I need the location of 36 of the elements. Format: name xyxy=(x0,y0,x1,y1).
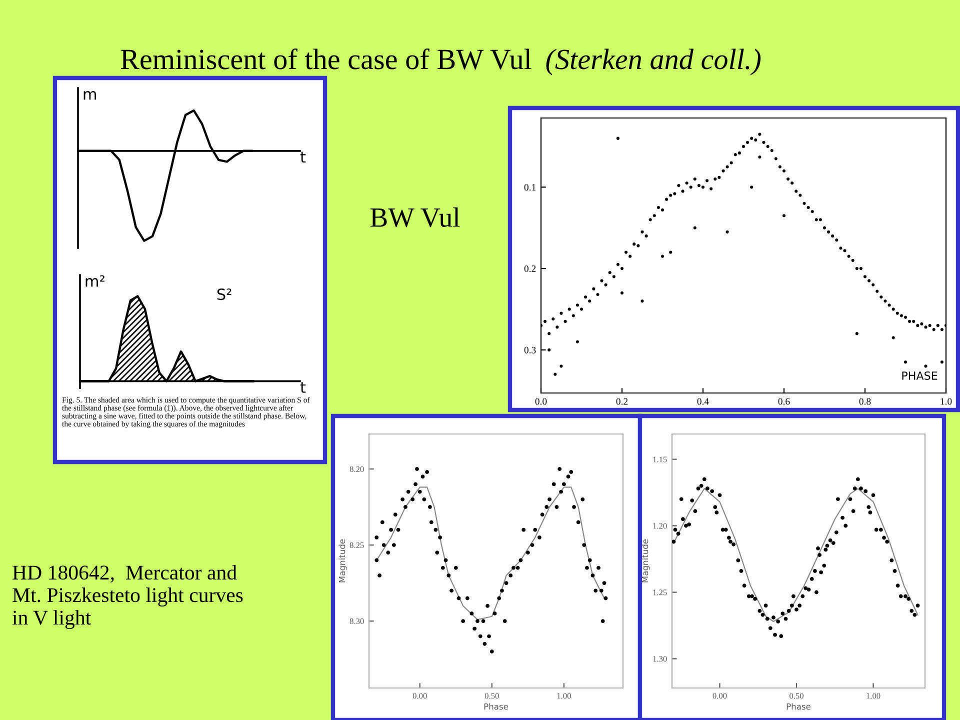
y-tick-label: 0.2 xyxy=(524,265,536,272)
x-axis-title: Phase xyxy=(484,703,508,710)
x-tick-label: 0.6 xyxy=(778,398,790,405)
y-axis-title: Magnitude xyxy=(642,539,650,582)
x-tick-label: 0.0 xyxy=(535,398,547,405)
y-tick-label: 1.20 xyxy=(653,523,667,529)
text: (Sterken and coll.) xyxy=(546,48,761,76)
x-tick-label: 1.00 xyxy=(866,693,880,699)
y-axis-title: Magnitude xyxy=(338,539,347,582)
text: BW Vul xyxy=(370,207,460,228)
x-axis-title: PHASE xyxy=(902,371,938,380)
x-tick-label: 1.0 xyxy=(940,398,952,405)
x-tick-label: 0.4 xyxy=(697,398,709,405)
y-tick-label: 1.15 xyxy=(653,456,667,462)
annotation: S² xyxy=(217,288,232,300)
y-axis-title: m xyxy=(84,91,96,100)
y-tick-label: 1.30 xyxy=(653,656,667,662)
x-tick-label: 0.50 xyxy=(484,693,499,699)
x-tick-label: 0.50 xyxy=(790,693,804,699)
y-axis-title: m² xyxy=(86,275,104,287)
x-tick-label: 0.2 xyxy=(616,398,628,405)
x-axis-title: t xyxy=(300,152,306,163)
y-tick-label: 8.20 xyxy=(350,466,364,472)
y-tick-label: 1.25 xyxy=(653,590,667,596)
y-tick-label: 8.30 xyxy=(350,618,364,624)
y-tick-label: 0.1 xyxy=(524,184,536,191)
text: Reminiscent of the case of BW Vul xyxy=(120,48,532,70)
y-tick-label: 8.25 xyxy=(350,542,364,548)
x-tick-label: 0.00 xyxy=(412,693,427,699)
y-tick-label: 0.3 xyxy=(524,346,536,354)
x-tick-label: 1.00 xyxy=(557,693,571,699)
x-axis-title: Phase xyxy=(786,703,810,710)
text: HD 180642, Mercator and Mt. Piszkesteto light curves in V light xyxy=(12,565,243,630)
x-tick-label: 0.00 xyxy=(712,693,727,699)
x-tick-label: 0.8 xyxy=(859,398,871,405)
x-axis-title: t xyxy=(300,382,306,393)
